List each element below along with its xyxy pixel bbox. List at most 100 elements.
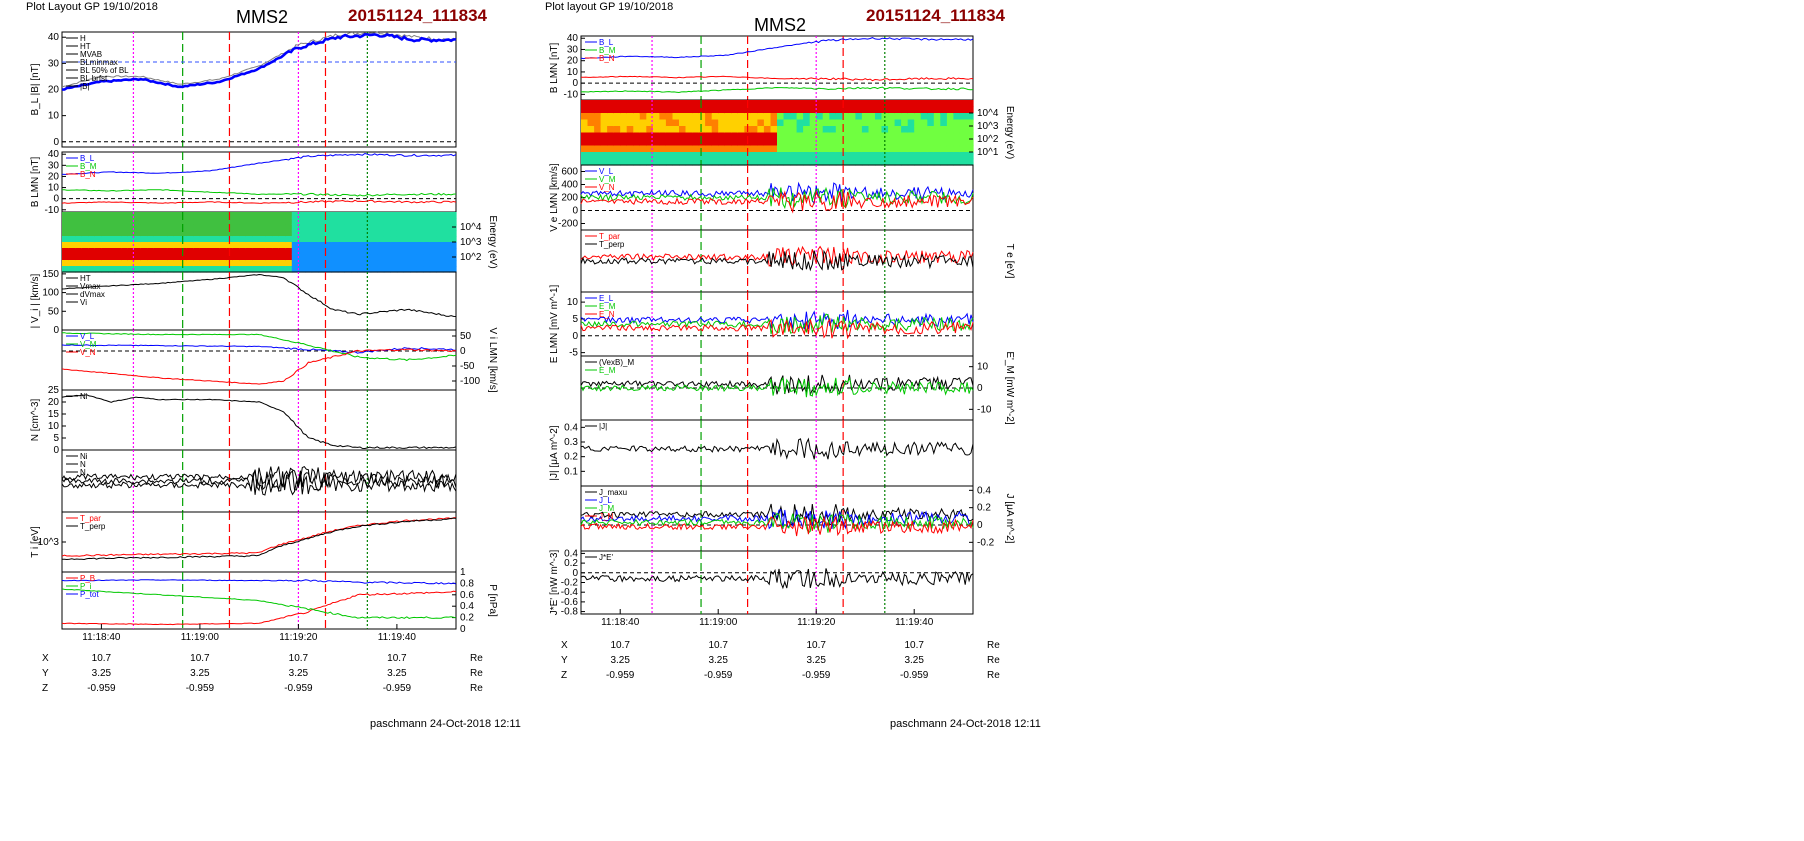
spectrogram-cell (265, 242, 273, 249)
spectrogram-cell (108, 260, 116, 267)
spectrogram-cell (750, 106, 758, 114)
y-tick-label: 10 (48, 183, 60, 194)
spectrogram-cell (770, 145, 778, 153)
spectrogram-cell (665, 145, 673, 153)
spectrogram-cell (429, 242, 437, 249)
orbit-row-label: X (42, 653, 49, 664)
spectrogram-cell (259, 218, 267, 225)
panel-frame (61, 271, 457, 331)
spectrogram-cell (600, 126, 608, 134)
spectrogram-cell (285, 224, 293, 231)
spectrogram-cell (226, 254, 234, 261)
spectrogram-cell (114, 242, 122, 249)
spectrogram-cell (265, 266, 273, 273)
spectrogram-cell (265, 254, 273, 261)
spectrogram-cell (252, 218, 260, 225)
spectrogram-cell (114, 224, 122, 231)
spectrogram-cell (835, 132, 843, 140)
spectrogram-cell (311, 242, 319, 249)
spectrogram-cell (153, 254, 162, 261)
spectrogram-cell (291, 212, 299, 219)
spectrogram-cell (659, 126, 667, 134)
spectrogram-cell (940, 106, 948, 114)
spectrogram-cell (966, 132, 974, 140)
spectrogram-cell (252, 266, 260, 273)
spectrogram-cell (770, 106, 778, 114)
time-tick-label: 11:19:00 (699, 617, 738, 628)
spectrogram-cell (679, 152, 687, 160)
spectrogram-cell (127, 230, 135, 237)
spectrogram-cell (449, 236, 457, 243)
spectrogram-cell (620, 132, 628, 140)
spectrogram-cell (796, 100, 804, 108)
legend-label: V_L (599, 167, 614, 176)
right-event-id: 20151124_111834 (866, 6, 1006, 25)
spectrogram-cell (607, 126, 615, 134)
spectrogram-cell (167, 236, 175, 243)
spectrogram-cell (285, 266, 293, 273)
spectrogram-cell (783, 145, 791, 153)
y-tick-label: 10 (977, 362, 989, 373)
spectrogram-cell (626, 126, 634, 134)
spectrogram-cell (966, 158, 974, 166)
spectrogram-cell (396, 230, 405, 237)
spectrogram-cell (829, 100, 837, 108)
spectrogram-cell (350, 236, 359, 243)
y-tick-label: 10^4 (977, 108, 999, 119)
spectrogram-cell (685, 132, 693, 140)
spectrogram-cell (278, 254, 286, 261)
spectrogram-cell (959, 152, 967, 160)
spectrogram-cell (803, 158, 811, 166)
y-tick-label: 10 (48, 111, 60, 122)
spectrogram-cell (390, 212, 398, 219)
spectrogram-cell (318, 254, 326, 261)
spectrogram-cell (770, 100, 778, 108)
spectrogram-cell (291, 218, 299, 225)
spectrogram-cell (318, 242, 326, 249)
spectrogram-cell (763, 132, 771, 140)
spectrogram-cell (199, 218, 208, 225)
spectrogram-cell (350, 212, 359, 219)
spectrogram-cell (357, 218, 365, 225)
spectrogram-cell (245, 266, 254, 273)
r-panel-5: -10 0 10 E'_M [mW m^-2] (VexB)_ME_M (580, 351, 1015, 425)
spectrogram-cell (888, 158, 896, 166)
spectrogram-cell (232, 248, 240, 255)
spectrogram-cell (416, 224, 424, 231)
spectrogram-cell (613, 145, 621, 153)
spectrogram-cell (848, 132, 856, 140)
spectrogram-cell (672, 132, 680, 140)
spectrogram-cell (875, 100, 883, 108)
spectrogram-cell (705, 100, 713, 108)
y-tick-label: -50 (460, 361, 475, 372)
spectrogram-cell (822, 145, 830, 153)
spectrogram-cell (920, 106, 928, 114)
spectrogram-cell (357, 254, 365, 261)
spectrogram-cell (331, 218, 339, 225)
spectrogram-cell (927, 100, 935, 108)
spectrogram-cell (594, 145, 602, 153)
spectrogram-cell (403, 242, 411, 249)
spectrogram-cell (429, 236, 437, 243)
spectrogram-cell (232, 212, 240, 219)
spectrogram-cell (311, 218, 319, 225)
spectrogram-cell (829, 132, 837, 140)
spectrogram-cell (305, 266, 313, 273)
spectrogram-cell (153, 242, 162, 249)
spectrogram-cell (364, 236, 372, 243)
spectrogram-cell (199, 236, 208, 243)
panel-frame (61, 571, 457, 630)
spectrogram-cell (940, 119, 948, 127)
spectrogram-cell (350, 218, 359, 225)
spectrogram-cell (822, 139, 830, 147)
spectrogram-cell (652, 139, 660, 147)
spectrogram-cell (901, 139, 909, 147)
spectrogram-cell (88, 254, 96, 261)
spectrogram-cell (245, 230, 254, 237)
spectrogram-cell (842, 145, 850, 153)
spectrogram-cell (213, 230, 221, 237)
spectrogram-cell (311, 254, 319, 261)
spectrogram-cell (665, 106, 673, 114)
spectrogram-cell (894, 145, 902, 153)
